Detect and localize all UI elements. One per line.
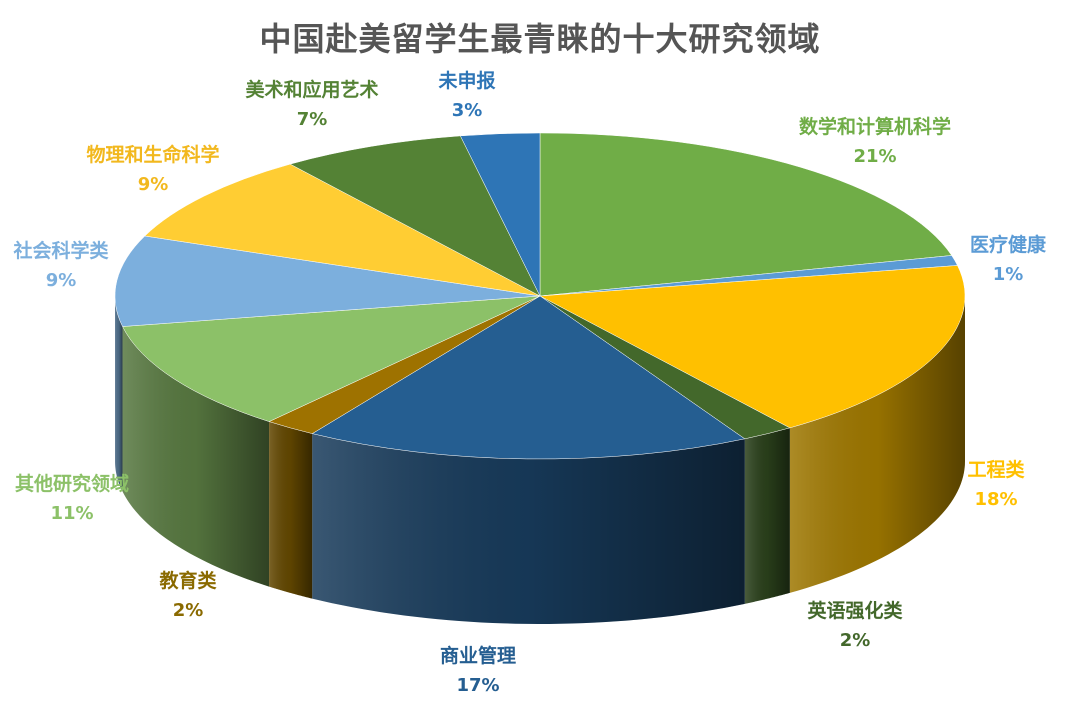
data-label: 未申报 3% (438, 66, 495, 126)
data-label: 英语强化类 2% (807, 596, 902, 656)
data-label: 美术和应用艺术 7% (245, 75, 378, 135)
data-label: 工程类 18% (967, 455, 1024, 515)
data-label-percent: 17% (456, 675, 500, 696)
data-label: 数学和计算机科学 21% (799, 112, 951, 172)
data-label-name: 其他研究领域 (14, 473, 130, 495)
pie-slice-工程类 (539, 265, 966, 429)
data-label-percent: 21% (853, 146, 897, 167)
data-label-name: 社会科学类 (13, 240, 109, 262)
pie-side-shading (269, 421, 313, 599)
data-label: 物理和生命科学 9% (86, 140, 219, 200)
data-label-name: 美术和应用艺术 (245, 79, 379, 101)
data-label-percent: 9% (137, 174, 169, 195)
pie-slice-商业管理 (311, 295, 746, 460)
pie-side-shading (115, 296, 123, 492)
data-label-percent: 3% (451, 100, 483, 121)
data-label-percent: 11% (50, 503, 94, 524)
pie-slice-美术和应用艺术 (289, 135, 541, 297)
pie-slice-其他研究领域 (122, 295, 541, 422)
pie-slice-社会科学类 (114, 235, 541, 327)
pie-side-shading (789, 296, 965, 593)
data-label-percent: 18% (974, 489, 1018, 510)
data-label-percent: 2% (839, 630, 871, 651)
data-label-name: 医疗健康 (969, 234, 1047, 256)
data-label: 商业管理 17% (440, 641, 516, 701)
data-label-name: 商业管理 (439, 645, 517, 667)
data-label-name: 物理和生命科学 (86, 144, 220, 166)
pie-slice-未申报 (459, 132, 541, 297)
pie-slice-数学和计算机科学 (539, 132, 953, 297)
data-label-percent: 9% (45, 270, 77, 291)
pie-tops (114, 132, 966, 460)
data-label: 社会科学类 9% (13, 236, 108, 296)
data-label: 教育类 2% (159, 566, 216, 626)
data-label-name: 数学和计算机科学 (798, 116, 952, 138)
pie-slice-物理和生命科学 (144, 163, 541, 297)
pie-side-shading (312, 433, 745, 624)
data-label-percent: 2% (172, 600, 204, 621)
data-label-name: 教育类 (159, 570, 217, 592)
data-label-percent: 1% (992, 264, 1024, 285)
chart-title: 中国赴美留学生最青睐的十大研究领域 (259, 20, 821, 58)
data-label-name: 工程类 (967, 459, 1025, 481)
data-label-name: 英语强化类 (807, 600, 903, 622)
pie-sides (115, 296, 965, 624)
data-label: 医疗健康 1% (970, 230, 1046, 290)
data-label-percent: 7% (296, 109, 328, 130)
data-label-name: 未申报 (438, 70, 496, 92)
pie-side-shading (744, 427, 790, 604)
data-label: 其他研究领域 11% (15, 469, 129, 529)
pie-side-shading (122, 326, 270, 587)
